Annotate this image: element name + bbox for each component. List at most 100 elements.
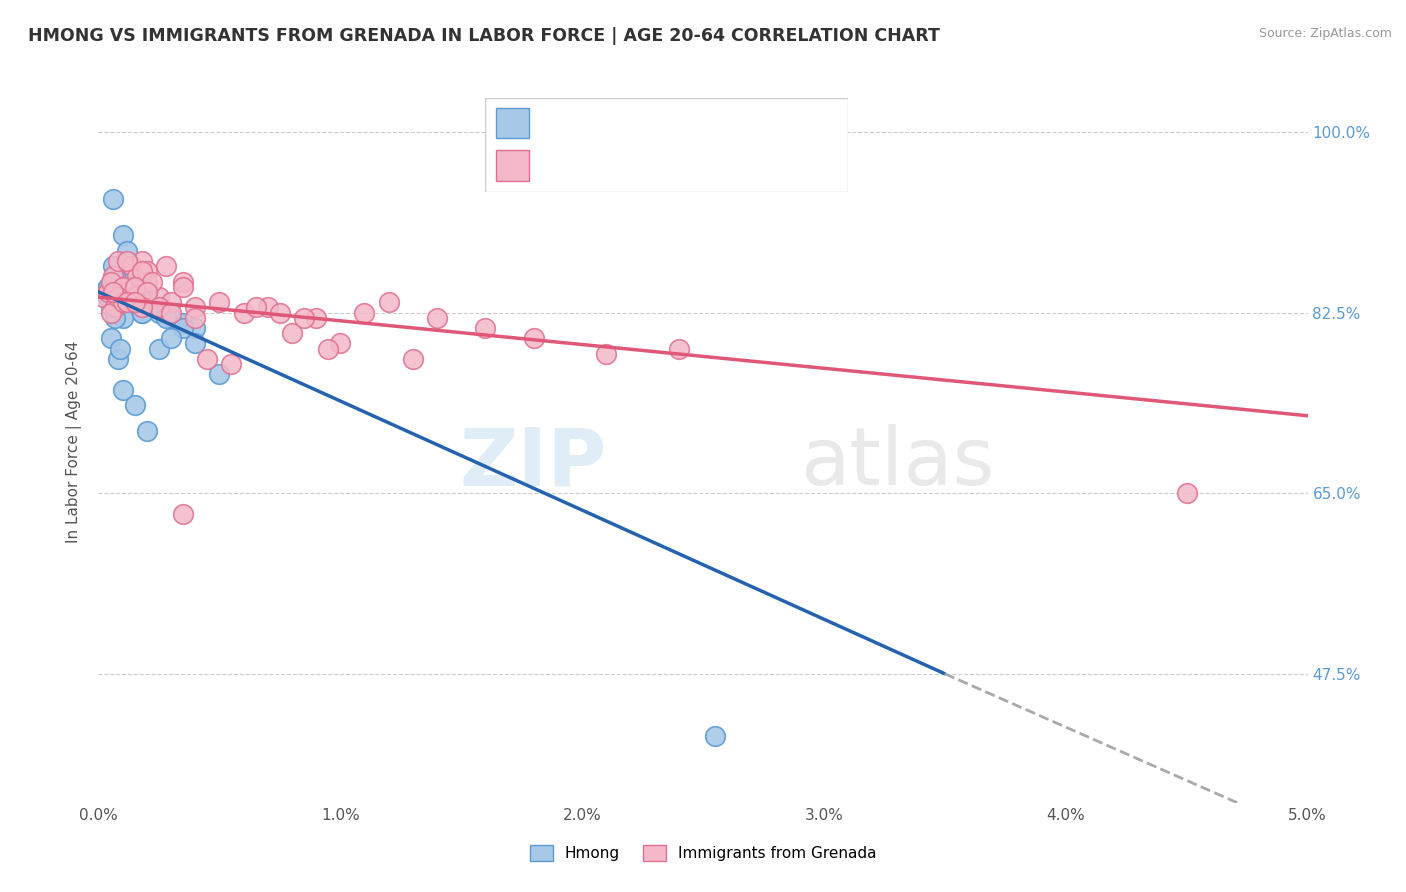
Point <box>184 301 207 315</box>
Point <box>117 295 139 310</box>
Point <box>668 342 690 356</box>
Text: HMONG VS IMMIGRANTS FROM GRENADA IN LABOR FORCE | AGE 20-64 CORRELATION CHART: HMONG VS IMMIGRANTS FROM GRENADA IN LABO… <box>28 27 941 45</box>
Point <box>104 301 127 315</box>
Point <box>124 295 146 310</box>
Point <box>329 336 352 351</box>
Point <box>377 295 399 310</box>
Point <box>208 368 231 382</box>
Point <box>100 331 122 345</box>
Point <box>117 279 139 293</box>
Point <box>221 357 243 371</box>
Point <box>117 254 139 268</box>
Point <box>160 310 183 325</box>
Point <box>245 301 267 315</box>
Point <box>523 331 546 345</box>
Point <box>184 336 207 351</box>
Point <box>269 305 291 319</box>
Point <box>124 290 146 304</box>
Point <box>172 279 194 293</box>
Point <box>135 264 157 278</box>
Point <box>155 310 177 325</box>
Point <box>131 285 153 299</box>
Point <box>184 321 207 335</box>
Point <box>101 259 124 273</box>
Point <box>111 310 134 325</box>
Point <box>135 275 157 289</box>
Point <box>127 269 149 284</box>
Point <box>141 275 163 289</box>
Point <box>108 342 131 356</box>
Point <box>111 383 134 397</box>
Point <box>148 305 170 319</box>
Point <box>595 347 617 361</box>
Point <box>100 301 122 315</box>
Point <box>91 285 114 299</box>
Point <box>402 351 425 366</box>
Point <box>101 192 124 206</box>
Point <box>91 290 114 304</box>
Point <box>172 321 194 335</box>
Point <box>107 351 129 366</box>
Point <box>135 285 157 299</box>
Point <box>124 398 146 412</box>
Point <box>135 285 157 299</box>
Point <box>111 295 134 310</box>
Point <box>127 290 149 304</box>
Point <box>160 305 183 319</box>
Point <box>97 279 120 293</box>
Point <box>135 301 157 315</box>
Point <box>426 310 449 325</box>
Point <box>100 305 122 319</box>
Point <box>172 316 194 330</box>
Point <box>97 285 120 299</box>
Point <box>281 326 304 341</box>
Point <box>124 279 146 293</box>
Point <box>111 279 134 293</box>
Point <box>111 279 134 293</box>
Point <box>256 301 278 315</box>
Point <box>101 269 124 284</box>
Point <box>1175 486 1198 500</box>
Point <box>208 295 231 310</box>
Point <box>107 301 129 315</box>
Point <box>172 275 194 289</box>
Point <box>184 310 207 325</box>
Y-axis label: In Labor Force | Age 20-64: In Labor Force | Age 20-64 <box>66 341 83 542</box>
Point <box>124 290 146 304</box>
Point <box>131 301 153 315</box>
Point <box>121 295 143 310</box>
Point <box>232 305 254 319</box>
Point <box>135 424 157 438</box>
Point <box>101 285 124 299</box>
Point <box>97 290 120 304</box>
Point <box>305 310 328 325</box>
Point <box>160 295 183 310</box>
Point <box>131 264 153 278</box>
Point <box>141 301 163 315</box>
Point <box>131 305 153 319</box>
Point <box>148 290 170 304</box>
Point <box>100 275 122 289</box>
Point <box>104 269 127 284</box>
Point <box>148 301 170 315</box>
Point <box>316 342 339 356</box>
Point <box>172 507 194 521</box>
Text: atlas: atlas <box>800 425 994 502</box>
Point <box>148 342 170 356</box>
Point <box>292 310 315 325</box>
Point <box>474 321 496 335</box>
Point <box>353 305 375 319</box>
Point <box>111 228 134 243</box>
Point <box>107 254 129 268</box>
Point <box>104 310 127 325</box>
Text: Source: ZipAtlas.com: Source: ZipAtlas.com <box>1258 27 1392 40</box>
Point <box>131 305 153 319</box>
Point <box>131 254 153 268</box>
Point <box>117 285 139 299</box>
Point <box>155 259 177 273</box>
Text: ZIP: ZIP <box>458 425 606 502</box>
Point <box>121 259 143 273</box>
Legend: Hmong, Immigrants from Grenada: Hmong, Immigrants from Grenada <box>523 839 883 867</box>
Point <box>117 275 139 289</box>
Point <box>704 729 727 743</box>
